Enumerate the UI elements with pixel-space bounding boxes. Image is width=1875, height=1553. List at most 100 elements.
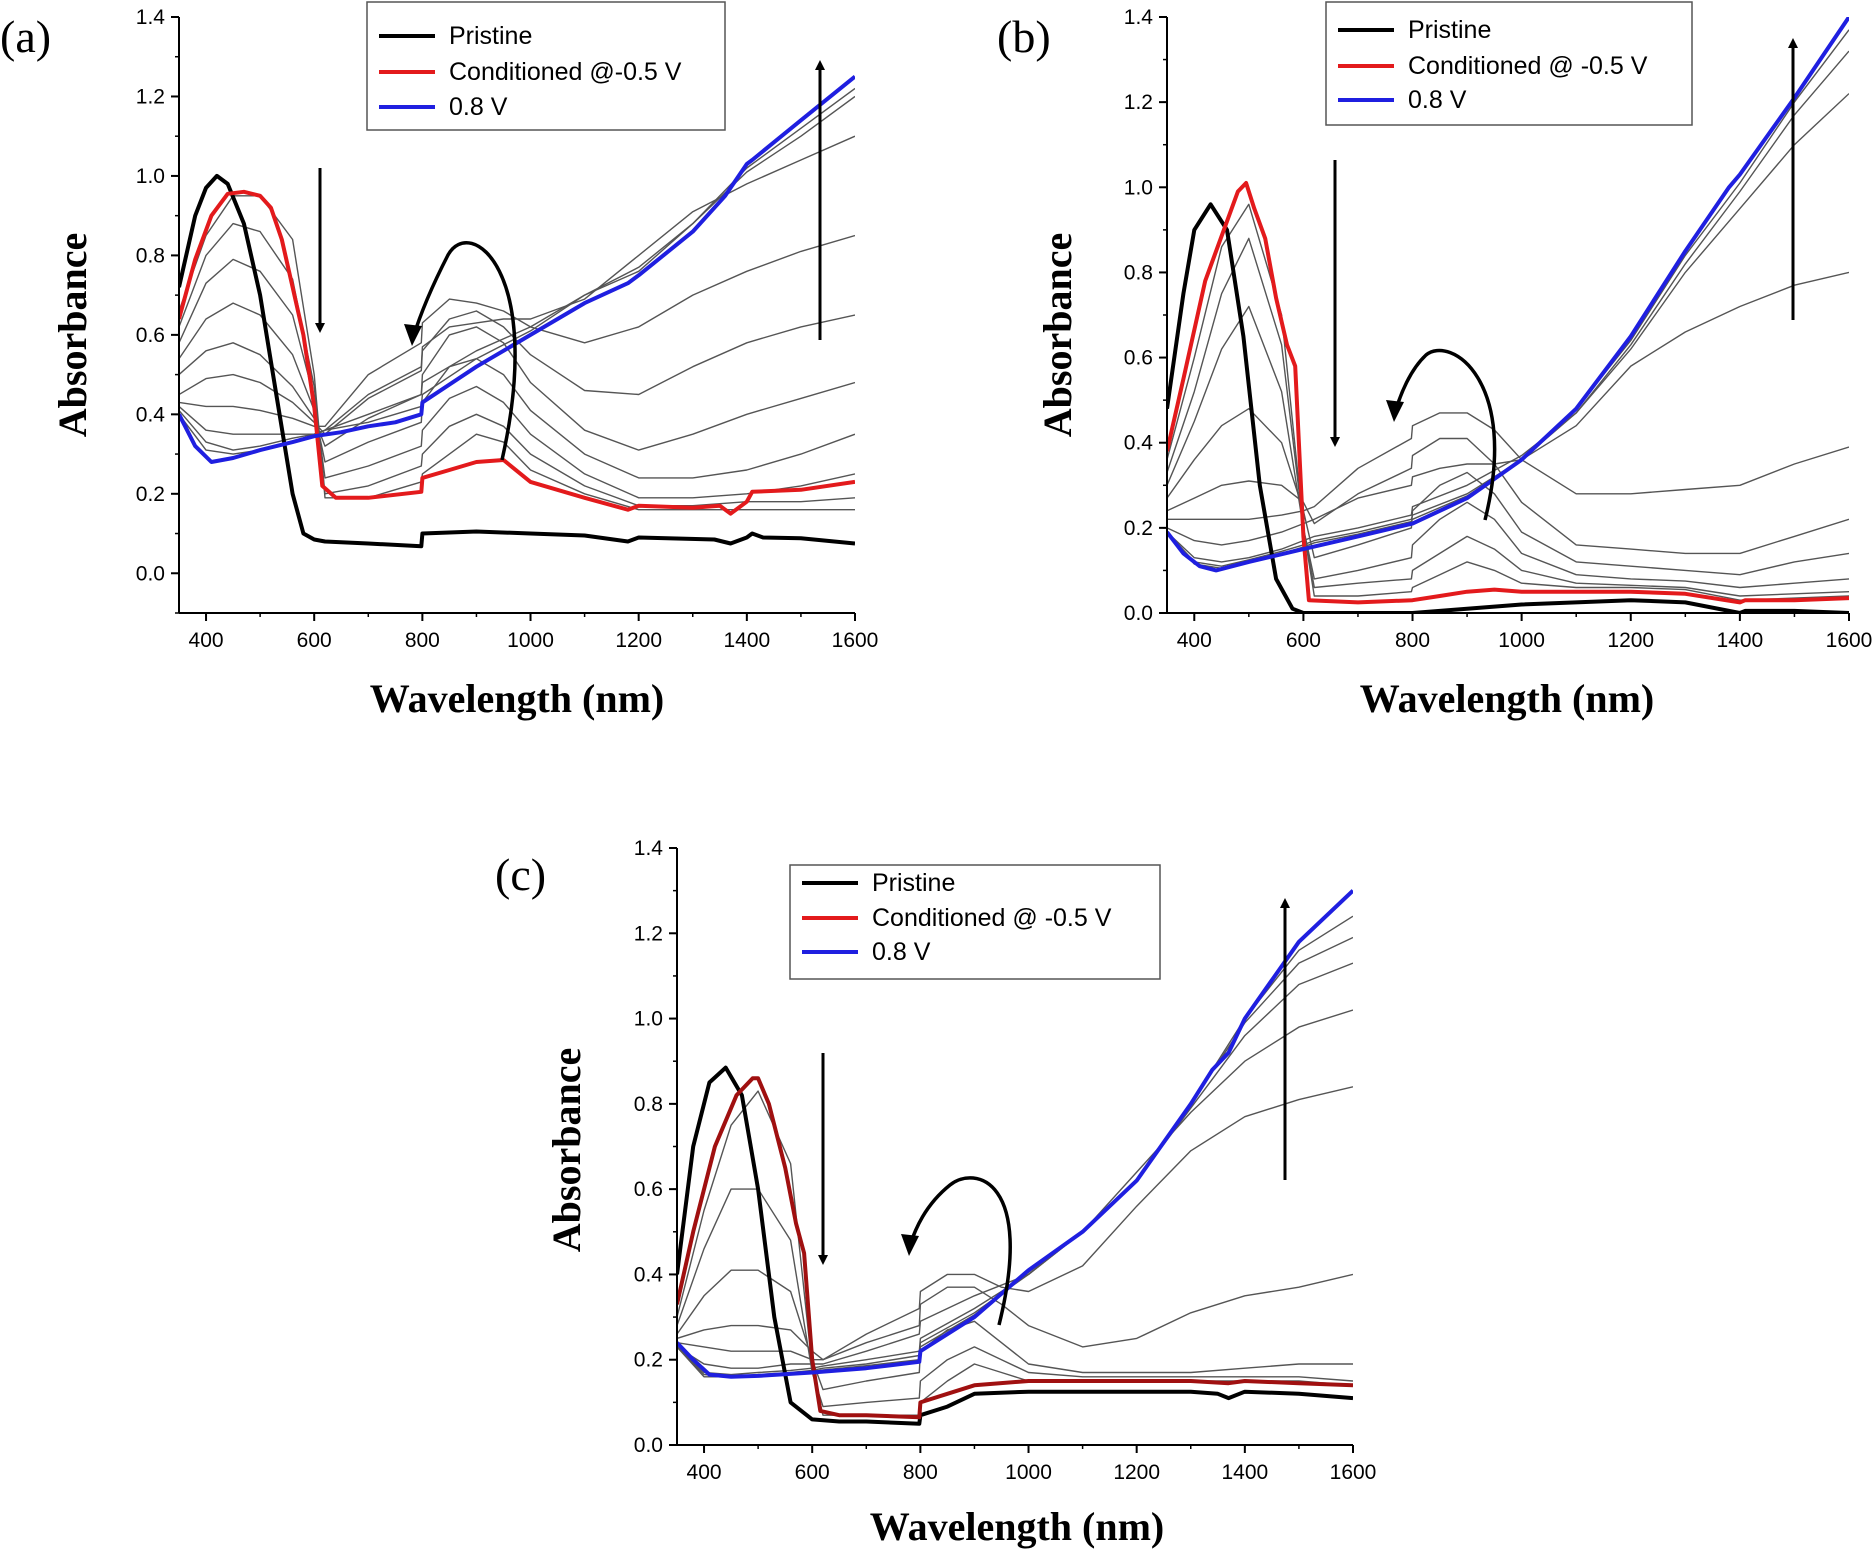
series-line-7: [677, 1086, 1353, 1361]
legend-label: Conditioned @ -0.5 V: [1408, 52, 1648, 80]
y-tick-label: 1.4: [1124, 6, 1154, 29]
y-tick-label: 0.2: [136, 483, 165, 506]
series-line-0-8-v: [179, 75, 855, 464]
series-group: [677, 889, 1353, 1426]
y-tick-label: 1.0: [136, 165, 165, 188]
x-tick-label: 1400: [1221, 1461, 1268, 1484]
series-line-pristine: [1167, 202, 1849, 613]
y-tick-label: 0.0: [634, 1434, 663, 1457]
x-tick-label: 800: [405, 629, 440, 652]
y-tick-label: 0.8: [634, 1093, 663, 1116]
legend-label: Pristine: [1408, 16, 1491, 44]
curved-arrow-head: [901, 1234, 919, 1256]
x-tick-label: 1000: [1498, 629, 1545, 652]
series-line-10: [179, 135, 855, 435]
x-tick-label: 1600: [1330, 1461, 1377, 1484]
y-tick-label: 0.0: [136, 562, 165, 585]
x-tick-label: 600: [795, 1461, 830, 1484]
x-axis-title: Wavelength (nm): [370, 676, 664, 721]
y-tick-label: 0.6: [634, 1178, 663, 1201]
series-line-8: [179, 310, 855, 435]
legend-label: Conditioned @-0.5 V: [449, 58, 682, 86]
x-tick-label: 1200: [1607, 629, 1654, 652]
series-line-conditioned-0-5-v: [677, 1076, 1353, 1420]
chart-panel-1: (b) 0.0 0.2 0.4 0.6 0.8 1.0 1.2 1.4 400 600 800 1000…: [997, 1, 1872, 721]
series-line-6: [1167, 408, 1849, 576]
panel-label: (a): [0, 11, 51, 62]
y-axis-title: Absorbance: [1035, 233, 1080, 437]
series-line-8: [1167, 412, 1849, 520]
series-line-7: [179, 326, 855, 451]
y-tick-label: 0.8: [136, 244, 165, 267]
legend-label: Pristine: [872, 869, 955, 897]
x-tick-label: 400: [189, 629, 224, 652]
series-line-0-8-v: [1167, 17, 1849, 573]
legend: Pristine Conditioned @-0.5 V 0.8 V: [366, 1, 726, 131]
curved-arrow-annotation: [1393, 348, 1497, 521]
x-tick-label: 400: [687, 1461, 722, 1484]
legend-label: Conditioned @ -0.5 V: [872, 904, 1112, 932]
x-tick-label: 1000: [1005, 1461, 1052, 1484]
x-tick-label: 1200: [1113, 1461, 1160, 1484]
series-line-3: [1167, 203, 1849, 601]
x-axis-title: Wavelength (nm): [870, 1504, 1164, 1549]
y-tick-label: 0.0: [1124, 602, 1153, 625]
curved-arrow-head: [404, 324, 422, 346]
y-tick-label: 1.2: [136, 85, 165, 108]
y-axis-title: Absorbance: [50, 233, 95, 437]
series-line-0-8-v: [677, 889, 1353, 1379]
series-group: [179, 75, 855, 549]
y-tick-label: 1.0: [634, 1008, 663, 1031]
chart-panel-2: (c) 0.0 0.2 0.4 0.6 0.8 1.0 1.2 1.4 400 600 800 1000…: [495, 837, 1376, 1549]
x-tick-label: 1200: [615, 629, 662, 652]
series-line-5: [179, 258, 855, 499]
y-tick-label: 1.4: [634, 837, 664, 860]
x-tick-label: 600: [297, 629, 332, 652]
series-line-conditioned-0-5-v: [1167, 181, 1849, 605]
x-tick-label: 1400: [1717, 629, 1764, 652]
y-tick-label: 0.2: [1124, 517, 1153, 540]
legend-label: 0.8 V: [449, 93, 508, 121]
y-tick-label: 1.2: [1124, 91, 1153, 114]
x-axis-title: Wavelength (nm): [1360, 676, 1654, 721]
series-group: [1167, 17, 1849, 613]
y-tick-label: 0.4: [1124, 432, 1154, 455]
legend-box: [1325, 1, 1693, 126]
series-line-10: [1167, 93, 1849, 563]
series-line-11: [1167, 50, 1849, 567]
legend-label: Pristine: [449, 22, 532, 50]
series-line-7: [1167, 437, 1849, 555]
series-line-9: [179, 234, 855, 427]
legend-label: 0.8 V: [1408, 86, 1467, 114]
x-tick-label: 800: [1395, 629, 1430, 652]
panel-label: (c): [495, 849, 546, 900]
y-tick-label: 1.2: [634, 922, 663, 945]
curved-arrow-annotation: [411, 241, 517, 461]
panel-label: (b): [997, 11, 1051, 62]
y-tick-label: 0.2: [634, 1349, 663, 1372]
y-tick-label: 0.8: [1124, 261, 1153, 284]
y-tick-label: 1.0: [1124, 176, 1153, 199]
y-tick-label: 0.4: [634, 1263, 664, 1286]
x-tick-label: 800: [903, 1461, 938, 1484]
series-line-9: [1167, 271, 1849, 546]
y-axis-title: Absorbance: [544, 1048, 589, 1252]
chart-panel-0: (a) 0.0 0.2 0.4 0.6 0.8 1.0 1.2 1.4 400 600 800 1000…: [0, 1, 878, 721]
y-tick-label: 0.4: [136, 403, 166, 426]
x-tick-label: 1400: [723, 629, 770, 652]
series-line-4: [1167, 237, 1849, 597]
series-line-4: [677, 1188, 1353, 1408]
series-line-5: [1167, 305, 1849, 589]
x-tick-label: 1000: [507, 629, 554, 652]
curved-arrow-annotation: [908, 1176, 1012, 1326]
series-line-6: [677, 1273, 1353, 1361]
series-line-pristine: [179, 173, 855, 549]
y-tick-label: 1.4: [136, 6, 166, 29]
curved-arrow-head: [1386, 400, 1404, 422]
legend: Pristine Conditioned @ -0.5 V 0.8 V: [1325, 1, 1693, 126]
x-tick-label: 600: [1286, 629, 1321, 652]
legend: Pristine Conditioned @ -0.5 V 0.8 V: [789, 864, 1161, 980]
series-line-pristine: [677, 1065, 1353, 1426]
y-tick-label: 0.6: [1124, 347, 1153, 370]
